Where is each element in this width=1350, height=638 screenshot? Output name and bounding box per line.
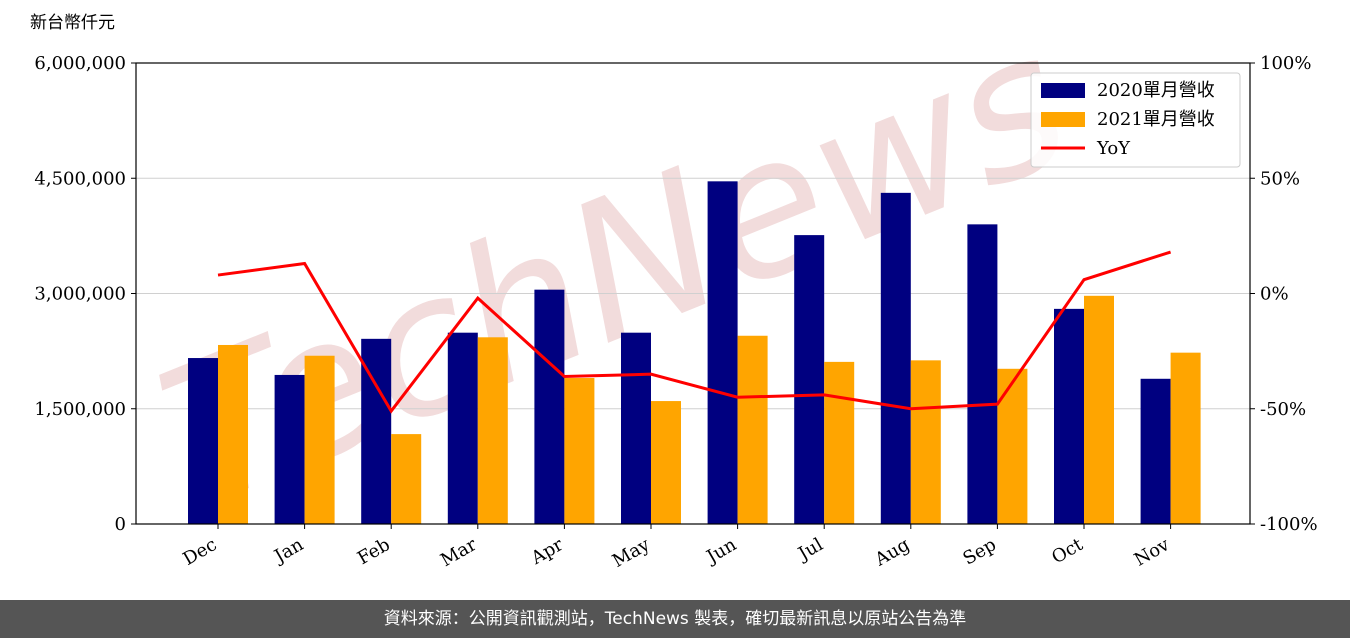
bar [621, 332, 651, 524]
bar [1170, 352, 1201, 524]
bar [218, 344, 248, 524]
x-tick-label: Oct [1048, 534, 1087, 569]
bar [304, 355, 335, 524]
bar [188, 358, 218, 524]
y-tick-label: 4,500,000 [34, 168, 126, 189]
y-tick-label: 3,000,000 [34, 284, 126, 305]
line [217, 250, 1172, 414]
y2-tick-label: -100% [1260, 514, 1318, 535]
bar [997, 368, 1028, 524]
bar [737, 335, 768, 524]
bar [1054, 308, 1084, 524]
bar [534, 289, 565, 524]
bar [967, 224, 998, 524]
bar [824, 361, 855, 524]
x-tick-label: Jul [793, 534, 827, 566]
y2-tick-label: 50% [1260, 168, 1300, 189]
legend-swatch [1041, 83, 1085, 98]
legend-label: 2021單月營收 [1097, 109, 1215, 130]
bar [1084, 295, 1114, 524]
plot-frame [135, 62, 1251, 525]
x-tick-label: Apr [527, 534, 567, 569]
legend-swatch [1041, 112, 1085, 127]
x-tick-label: Jan [269, 534, 307, 568]
bar [391, 434, 422, 524]
chart: 新台幣仟元 TechNews 01,500,0003,000,0004,500,… [30, 0, 1318, 572]
y2-tick-label: 0% [1260, 284, 1289, 305]
x-tick-label: Nov [1131, 534, 1174, 571]
bar [910, 360, 941, 524]
y2-tick-label: -50% [1260, 399, 1306, 420]
bar [707, 181, 738, 524]
legend-label: 2020單月營收 [1097, 80, 1215, 101]
x-tick-label: May [609, 534, 654, 572]
y-axis-label: 新台幣仟元 [30, 13, 115, 33]
legend-label: YoY [1096, 138, 1131, 159]
y-tick-label: 1,500,000 [34, 399, 126, 420]
x-tick-label: Feb [354, 534, 394, 569]
bar [1140, 378, 1171, 524]
bar [564, 378, 595, 524]
bar [274, 374, 305, 524]
y-tick-label: 0 [115, 514, 126, 535]
footer: 資料來源：公開資訊觀測站，TechNews 製表，確切最新訊息以原站公告為準 [0, 600, 1350, 638]
y-tick-label: 6,000,000 [34, 53, 126, 74]
bar [477, 337, 508, 524]
bar [651, 401, 681, 524]
x-tick-label: Aug [871, 534, 914, 571]
y2-tick-label: 100% [1260, 53, 1311, 74]
x-tick-label: Sep [960, 534, 1000, 569]
bar [880, 192, 911, 524]
bar [794, 235, 825, 524]
x-tick-label: Jun [702, 534, 741, 569]
x-tick-label: Mar [437, 534, 481, 571]
bar [447, 332, 478, 524]
